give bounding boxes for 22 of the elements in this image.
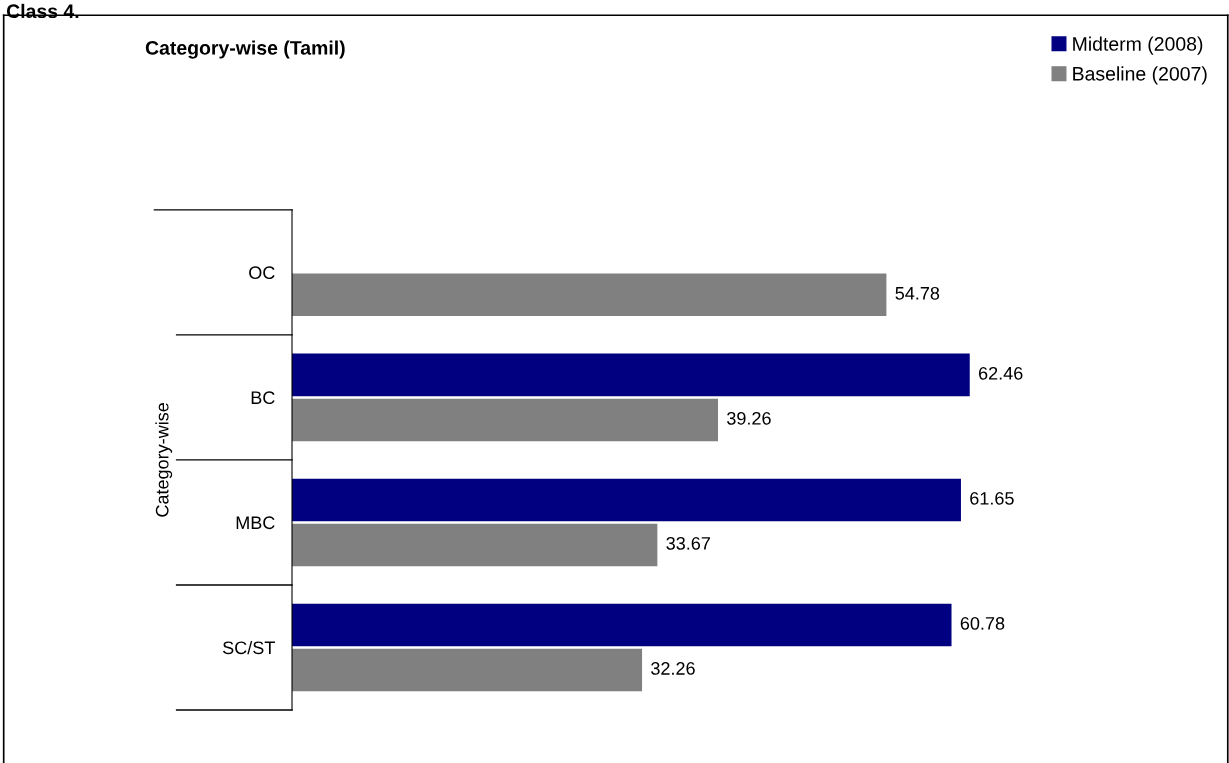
data-label: 54.78 bbox=[895, 286, 940, 300]
chart-title: Category-wise (Tamil) bbox=[145, 40, 345, 59]
bar bbox=[292, 353, 970, 397]
data-label: 32.26 bbox=[651, 662, 695, 675]
y-axis-title: Category-wise bbox=[155, 403, 173, 517]
data-label: 62.46 bbox=[978, 366, 1023, 380]
bar bbox=[292, 603, 952, 647]
legend-label: Midterm (2008) bbox=[1073, 36, 1203, 55]
y-tick-label: SC/ST bbox=[222, 640, 275, 655]
data-label: 39.26 bbox=[727, 411, 771, 425]
legend-label: Baseline (2007) bbox=[1073, 66, 1207, 85]
bar bbox=[292, 273, 887, 317]
data-label: 61.65 bbox=[970, 491, 1014, 505]
data-label: 33.67 bbox=[666, 536, 710, 550]
y-tick-label: OC bbox=[249, 266, 275, 280]
bar bbox=[292, 478, 961, 522]
bar bbox=[292, 523, 658, 567]
bar bbox=[292, 398, 719, 442]
y-tick-label: MBC bbox=[236, 516, 275, 530]
y-tick-label: BC bbox=[251, 391, 275, 405]
bar bbox=[292, 648, 643, 692]
data-label: 60.78 bbox=[960, 617, 1005, 630]
